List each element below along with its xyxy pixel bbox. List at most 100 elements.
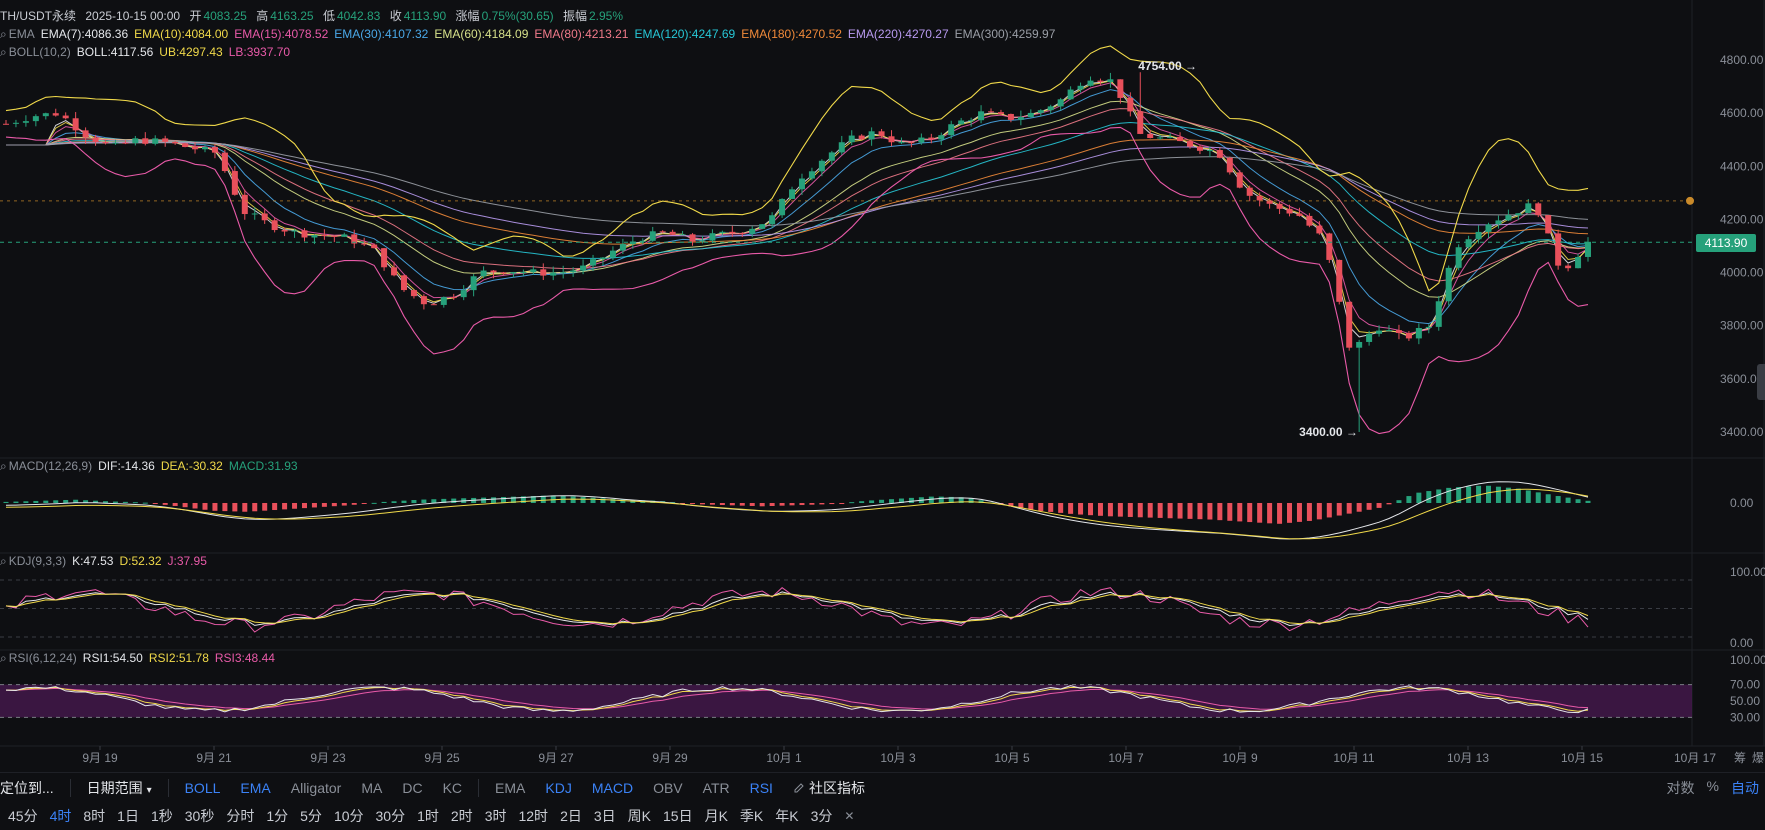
indicator-ema-button[interactable]: EMA xyxy=(240,780,271,796)
candle-body xyxy=(1505,215,1512,221)
macd-legend[interactable]: ⌕ MACD(12,26,9) DIF:-14.36 DEA:-30.32 MACD:3… xyxy=(0,458,304,474)
macd-bar xyxy=(431,499,437,503)
scale-option-button[interactable]: % xyxy=(1706,778,1719,794)
timeframe-button[interactable]: 周K xyxy=(627,808,651,824)
timeframe-button[interactable]: 5分 xyxy=(300,808,322,824)
chart-canvas[interactable]: 4800.00 4600.00 4400.00 4200.00 4000.00 3800.… xyxy=(0,0,1765,772)
timeframe-button[interactable]: 分时 xyxy=(226,808,255,824)
indicator-dc-button[interactable]: DC xyxy=(402,780,423,796)
candle-body xyxy=(1087,80,1094,86)
boll-legend[interactable]: ⌕ BOLL(10,2) BOLL:4117.56 UB:4297.43 LB:3937… xyxy=(0,44,296,60)
search-icon[interactable]: ⌕ xyxy=(0,554,7,568)
macd-bar xyxy=(351,503,357,505)
timeframe-button[interactable]: 30秒 xyxy=(184,808,215,824)
candle-body xyxy=(1535,203,1542,216)
timeframe-button[interactable]: 4时 xyxy=(49,808,72,824)
panel-toggle-handle[interactable] xyxy=(1757,364,1765,400)
timeframe-button[interactable]: 1秒 xyxy=(150,808,173,824)
macd-bar xyxy=(1038,503,1044,511)
macd-bar xyxy=(948,496,954,503)
candle-body xyxy=(1067,89,1074,100)
candle-body xyxy=(82,130,89,138)
sub-indicator-atr-button[interactable]: ATR xyxy=(702,780,730,796)
timeframe-button[interactable]: 1分 xyxy=(266,808,289,824)
timeframe-button[interactable]: 3日 xyxy=(593,808,616,824)
timeframe-button[interactable]: 8时 xyxy=(83,808,106,824)
candle-body xyxy=(480,270,487,277)
search-icon[interactable]: ⌕ xyxy=(0,459,7,473)
ema_legend-value: EMA(15):4078.52 xyxy=(234,27,329,41)
rsi_legend-name: RSI(6,12,24) xyxy=(8,651,77,665)
timeframe-button[interactable]: 1日 xyxy=(117,808,139,824)
date-range-button[interactable]: 日期范围 ▾ xyxy=(77,778,162,798)
macd-bar xyxy=(1555,496,1561,503)
timeframe-button[interactable]: 月K xyxy=(704,808,728,824)
sub-indicator-kdj-button[interactable]: KDJ xyxy=(545,780,572,796)
candle-body xyxy=(391,267,398,276)
search-icon[interactable]: ⌕ xyxy=(0,45,7,59)
candle-body xyxy=(1127,97,1134,112)
indicator-alligator-button[interactable]: Alligator xyxy=(290,780,342,796)
scale-option-button[interactable]: 对数 xyxy=(1666,780,1695,796)
timeframe-button[interactable]: 15日 xyxy=(663,808,693,824)
timeframe-button[interactable]: 3分 xyxy=(810,808,833,824)
candle-body xyxy=(1266,200,1273,204)
macd-bar xyxy=(1336,503,1342,516)
indicator-kc-button[interactable]: KC xyxy=(442,780,463,796)
candle-body xyxy=(968,120,975,122)
macd-bar xyxy=(1097,503,1103,516)
search-icon[interactable]: ⌕ xyxy=(0,651,7,665)
ema-line xyxy=(6,89,1589,325)
timeframe-button[interactable]: 12时 xyxy=(518,808,549,824)
macd-bar xyxy=(859,501,865,503)
timeframe-button[interactable]: 2时 xyxy=(450,808,473,824)
price-tick-label: 3800.00 xyxy=(1720,319,1764,333)
search-icon[interactable]: ⌕ xyxy=(0,27,7,41)
macd-bar xyxy=(1396,500,1402,503)
timeframe-button[interactable]: 3时 xyxy=(484,808,507,824)
sub-indicator-macd-button[interactable]: MACD xyxy=(591,780,634,796)
timeframe-button[interactable]: 季K xyxy=(739,808,764,824)
candle-body xyxy=(3,123,9,125)
community-indicators-button[interactable]: 社区指标 xyxy=(783,778,875,798)
sub-indicator-obv-button[interactable]: OBV xyxy=(653,780,683,796)
kdj-legend[interactable]: ⌕ KDJ(9,3,3) K:47.53 D:52.32 J:37.95 xyxy=(0,553,213,569)
ema_legend-name: EMA xyxy=(8,27,35,41)
candle-body xyxy=(291,230,298,232)
macd-bar xyxy=(1068,503,1074,514)
amp-label: 振幅 xyxy=(562,9,587,23)
close-icon[interactable]: ✕ xyxy=(844,809,855,823)
rsi1-line xyxy=(5,685,1589,714)
sub-indicator-rsi-button[interactable]: RSI xyxy=(749,780,773,796)
macd-bar xyxy=(908,497,914,503)
indicator-boll-button[interactable]: BOLL xyxy=(184,780,221,796)
candle-body xyxy=(749,228,756,234)
timeframe-button[interactable]: 30分 xyxy=(375,808,406,824)
timeframe-button[interactable]: 10分 xyxy=(333,808,364,824)
timeframe-button[interactable]: 1时 xyxy=(417,808,439,824)
scale-option-button[interactable]: 自动 xyxy=(1731,780,1759,796)
timeframe-button[interactable]: 年K xyxy=(775,808,799,824)
indicator-ma-button[interactable]: MA xyxy=(361,780,383,796)
macd-bar xyxy=(1237,503,1243,522)
change-label: 涨幅 xyxy=(455,9,480,23)
rsi-legend[interactable]: ⌕ RSI(6,12,24) RSI1:54.50 RSI2:51.78 RSI3:48… xyxy=(0,650,281,666)
candle-body xyxy=(400,275,407,291)
sub-indicator-ema-button[interactable]: EMA xyxy=(495,780,526,796)
ema_legend-value: EMA(60):4184.09 xyxy=(434,27,529,41)
timeframe-button[interactable]: 2日 xyxy=(560,808,582,824)
locate-button[interactable]: 定位到... xyxy=(0,780,54,796)
ema-legend[interactable]: ⌕ EMA EMA(7):4086.36 EMA(10):4084.00 EMA(15)… xyxy=(0,26,1061,42)
ema-line xyxy=(6,80,1589,337)
edit-icon xyxy=(794,783,804,793)
x-axis-label: 10月 15 xyxy=(1561,751,1603,765)
timeframe-button[interactable]: 45分 xyxy=(8,808,38,824)
kdj_legend-name: KDJ(9,3,3) xyxy=(8,554,67,568)
macd-bar xyxy=(799,503,805,506)
candle-body xyxy=(132,138,139,144)
macd-bar xyxy=(441,498,447,503)
candle-body xyxy=(500,272,507,274)
macd-bar xyxy=(1585,500,1591,503)
macd-bar xyxy=(1217,503,1223,521)
chevron-down-icon: ▾ xyxy=(146,785,152,796)
